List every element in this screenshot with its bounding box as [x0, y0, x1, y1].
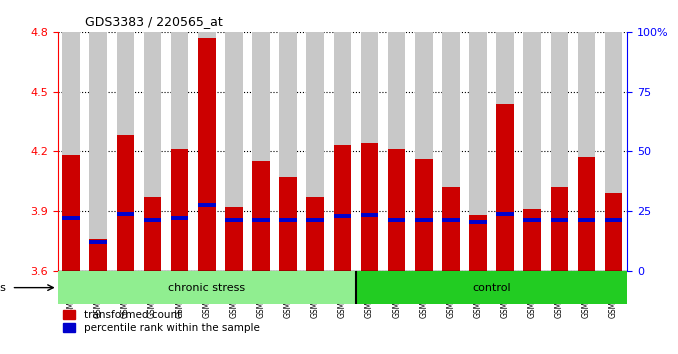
Bar — [388, 149, 405, 271]
Bar — [523, 209, 541, 271]
Bar — [198, 38, 216, 271]
Text: chronic stress: chronic stress — [168, 282, 245, 293]
Bar — [252, 161, 270, 271]
Bar — [523, 32, 541, 271]
Bar — [442, 32, 460, 271]
Bar — [171, 216, 188, 220]
Bar — [62, 155, 80, 271]
Bar — [198, 32, 216, 271]
Bar — [415, 159, 433, 271]
Bar — [578, 157, 595, 271]
Bar — [252, 218, 270, 222]
Bar — [523, 218, 541, 222]
Bar — [578, 32, 595, 271]
Bar — [117, 32, 134, 271]
Bar — [225, 32, 243, 271]
Bar — [144, 197, 161, 271]
Bar — [388, 32, 405, 271]
Bar — [279, 177, 297, 271]
Bar — [442, 218, 460, 222]
Bar — [58, 271, 356, 304]
Bar — [89, 240, 107, 244]
Bar — [469, 215, 487, 271]
Bar — [306, 218, 324, 222]
Bar — [356, 271, 627, 304]
Bar — [361, 143, 378, 271]
Bar — [578, 218, 595, 222]
Bar — [279, 218, 297, 222]
Bar — [225, 207, 243, 271]
Bar — [605, 218, 622, 222]
Bar — [144, 218, 161, 222]
Bar — [171, 32, 188, 271]
Bar — [306, 197, 324, 271]
Bar — [469, 32, 487, 271]
Bar — [415, 218, 433, 222]
Bar — [279, 32, 297, 271]
Text: control: control — [473, 282, 511, 293]
Bar — [334, 214, 351, 218]
Text: GDS3383 / 220565_at: GDS3383 / 220565_at — [85, 15, 222, 28]
Bar — [252, 32, 270, 271]
Bar — [306, 32, 324, 271]
Bar — [89, 239, 107, 271]
Bar — [415, 32, 433, 271]
Bar — [551, 32, 568, 271]
Bar — [62, 32, 80, 271]
Bar — [198, 203, 216, 207]
Legend: transformed count, percentile rank within the sample: transformed count, percentile rank withi… — [63, 310, 260, 333]
Bar — [469, 219, 487, 224]
Bar — [605, 32, 622, 271]
Bar — [442, 187, 460, 271]
Bar — [605, 193, 622, 271]
Bar — [496, 212, 514, 216]
Bar — [361, 32, 378, 271]
Bar — [388, 218, 405, 222]
Bar — [334, 32, 351, 271]
Bar — [89, 32, 107, 271]
Bar — [551, 218, 568, 222]
Text: stress: stress — [0, 282, 6, 293]
Bar — [361, 213, 378, 217]
Bar — [496, 103, 514, 271]
Bar — [496, 32, 514, 271]
Bar — [334, 145, 351, 271]
Bar — [62, 216, 80, 220]
Bar — [171, 149, 188, 271]
Bar — [144, 32, 161, 271]
Bar — [117, 212, 134, 216]
Bar — [117, 135, 134, 271]
Bar — [225, 218, 243, 222]
Bar — [551, 187, 568, 271]
